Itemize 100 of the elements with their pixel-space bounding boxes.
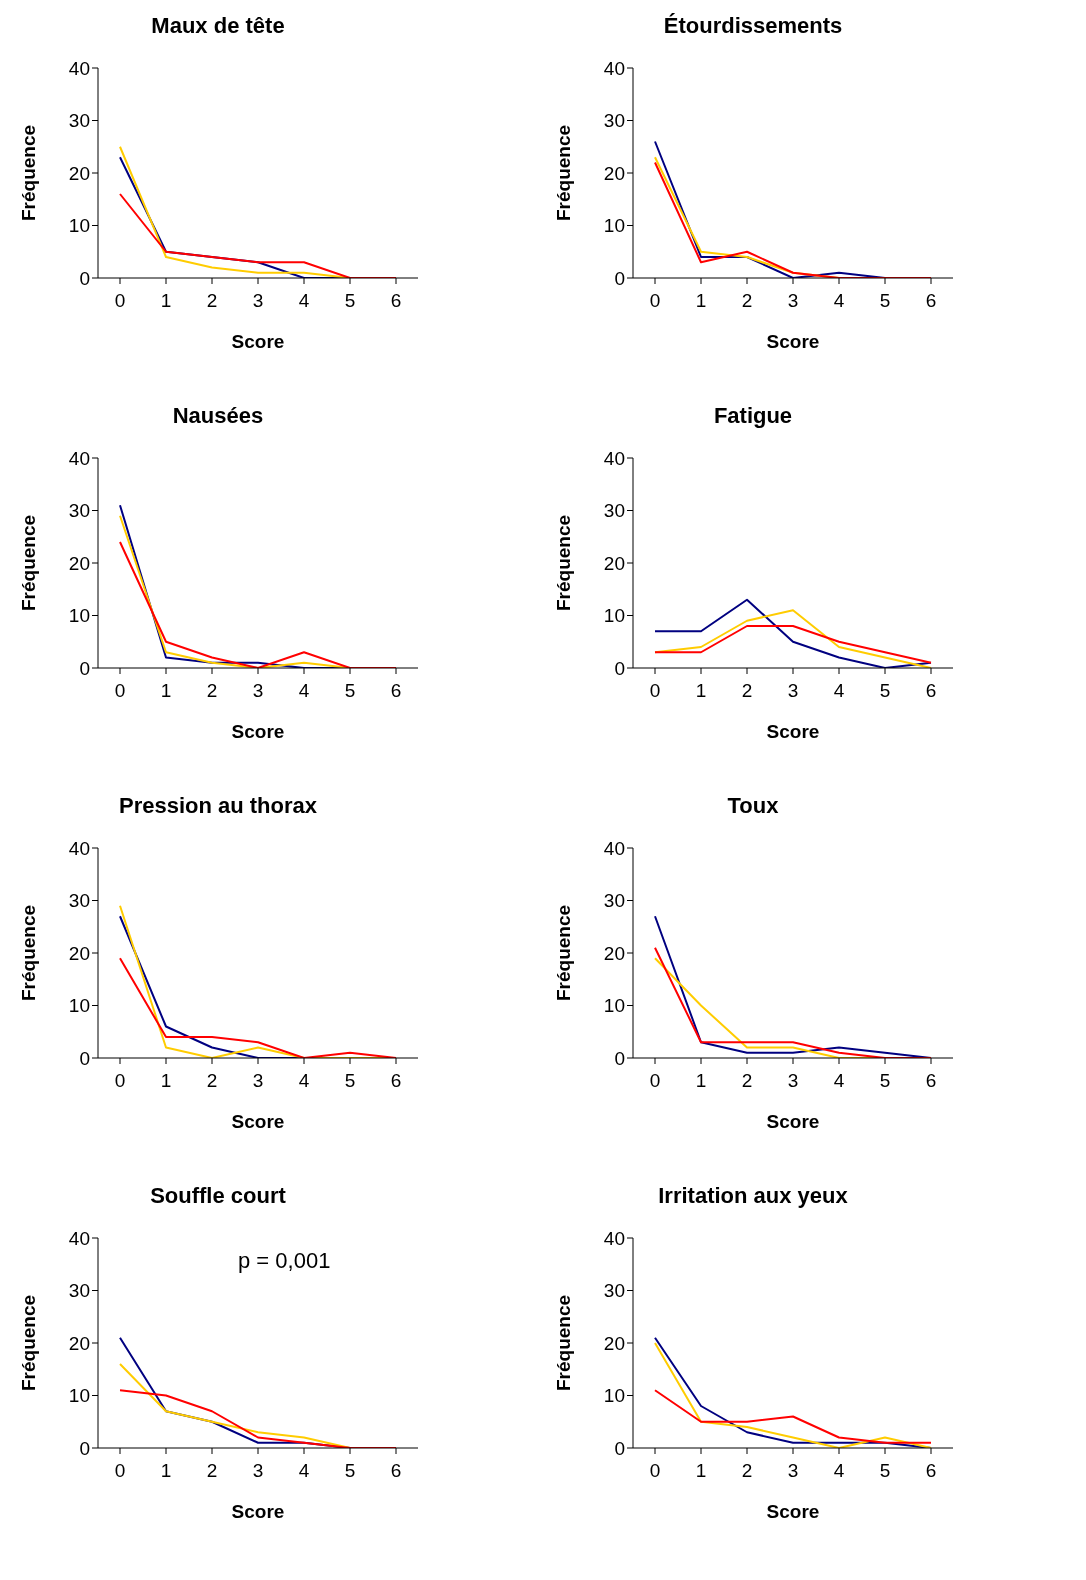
chart-title: Toux (726, 792, 780, 820)
y-axis-title: Fréquence (17, 904, 39, 1002)
x-tick-label: 5 (879, 680, 891, 702)
y-axis-title: Fréquence (552, 904, 574, 1002)
x-tick-label: 1 (695, 1460, 707, 1482)
x-tick-label: 5 (344, 1460, 356, 1482)
x-tick-label: 5 (879, 1460, 891, 1482)
x-tick-label: 6 (925, 290, 937, 312)
x-tick-label: 1 (695, 680, 707, 702)
y-tick-label: 0 (79, 1047, 90, 1069)
y-tick-label: 30 (603, 500, 625, 522)
x-tick-label: 5 (344, 680, 356, 702)
x-tick-label: 3 (252, 680, 264, 702)
y-tick-label: 20 (68, 552, 90, 574)
chart-title: Maux de tête (150, 12, 286, 40)
line-series (654, 625, 932, 664)
y-tick-label: 40 (603, 447, 625, 469)
x-tick-label: 2 (206, 1070, 218, 1092)
y-tick-label: 10 (603, 1385, 625, 1407)
x-axis-title: Score (766, 1501, 820, 1522)
x-tick-label: 0 (114, 680, 126, 702)
y-axis-title: Fréquence (17, 514, 39, 612)
y-tick-label: 20 (603, 1332, 625, 1354)
x-tick-label: 2 (741, 290, 753, 312)
y-tick-label: 30 (68, 110, 90, 132)
x-tick-label: 4 (298, 290, 310, 312)
y-tick-label: 30 (603, 1280, 625, 1302)
y-tick-label: 20 (68, 162, 90, 184)
x-tick-label: 0 (649, 1070, 661, 1092)
y-axis-title: Fréquence (552, 124, 574, 222)
y-axis-title: Fréquence (17, 124, 39, 222)
chart-title: Pression au thorax (117, 792, 319, 820)
x-tick-label: 3 (252, 1070, 264, 1092)
y-tick-label: 30 (68, 890, 90, 912)
y-tick-label: 40 (603, 1227, 625, 1249)
y-tick-label: 30 (603, 110, 625, 132)
x-axis-title: Score (231, 1501, 285, 1522)
x-axis-title: Score (766, 721, 820, 742)
x-tick-label: 1 (695, 290, 707, 312)
x-tick-label: 0 (114, 1070, 126, 1092)
y-tick-label: 10 (603, 995, 625, 1017)
y-tick-label: 10 (68, 1385, 90, 1407)
y-tick-label: 0 (614, 1047, 625, 1069)
chart-title: Étourdissements (662, 12, 844, 40)
x-tick-label: 2 (741, 1070, 753, 1092)
y-tick-label: 0 (79, 657, 90, 679)
x-tick-label: 4 (298, 1460, 310, 1482)
x-tick-label: 2 (741, 680, 753, 702)
x-tick-label: 2 (741, 1460, 753, 1482)
x-tick-label: 4 (833, 1070, 845, 1092)
x-tick-label: 4 (833, 1460, 845, 1482)
annotation: p = 0,001 (238, 1248, 331, 1274)
x-tick-label: 5 (344, 1070, 356, 1092)
x-tick-label: 1 (160, 680, 172, 702)
y-tick-label: 40 (68, 837, 90, 859)
line-series (654, 598, 932, 668)
y-tick-label: 10 (68, 995, 90, 1017)
x-tick-label: 3 (787, 1460, 799, 1482)
x-tick-label: 3 (787, 290, 799, 312)
chart-title: Fatigue (712, 402, 794, 430)
y-tick-label: 30 (68, 1280, 90, 1302)
x-tick-label: 6 (925, 680, 937, 702)
x-tick-label: 5 (879, 1070, 891, 1092)
x-tick-label: 2 (206, 680, 218, 702)
x-axis-title: Score (231, 1111, 285, 1132)
x-tick-label: 3 (787, 1070, 799, 1092)
x-tick-label: 2 (206, 1460, 218, 1482)
x-tick-label: 0 (649, 290, 661, 312)
y-axis-title: Fréquence (552, 514, 574, 612)
x-tick-label: 6 (390, 1070, 402, 1092)
x-axis-title: Score (766, 331, 820, 352)
y-tick-label: 40 (68, 57, 90, 79)
chart-title: Nausées (171, 402, 265, 430)
x-tick-label: 6 (390, 290, 402, 312)
chart-title: Irritation aux yeux (657, 1182, 849, 1210)
x-tick-label: 0 (649, 680, 661, 702)
x-tick-label: 5 (344, 290, 356, 312)
y-tick-label: 10 (68, 215, 90, 237)
y-tick-label: 10 (68, 605, 90, 627)
x-tick-label: 0 (114, 290, 126, 312)
x-axis-title: Score (231, 721, 285, 742)
x-tick-label: 6 (925, 1070, 937, 1092)
x-tick-label: 3 (252, 290, 264, 312)
x-tick-label: 3 (252, 1460, 264, 1482)
y-tick-label: 40 (68, 447, 90, 469)
y-tick-label: 20 (603, 162, 625, 184)
x-tick-label: 6 (925, 1460, 937, 1482)
x-tick-label: 1 (160, 290, 172, 312)
y-tick-label: 40 (603, 57, 625, 79)
x-tick-label: 4 (298, 1070, 310, 1092)
x-tick-label: 4 (833, 680, 845, 702)
x-tick-label: 1 (695, 1070, 707, 1092)
y-tick-label: 20 (603, 552, 625, 574)
y-tick-label: 0 (79, 267, 90, 289)
line-series (654, 1389, 932, 1444)
y-tick-label: 0 (614, 267, 625, 289)
x-tick-label: 1 (160, 1070, 172, 1092)
y-axis-title: Fréquence (552, 1294, 574, 1392)
y-tick-label: 40 (603, 837, 625, 859)
y-tick-label: 0 (79, 1437, 90, 1459)
